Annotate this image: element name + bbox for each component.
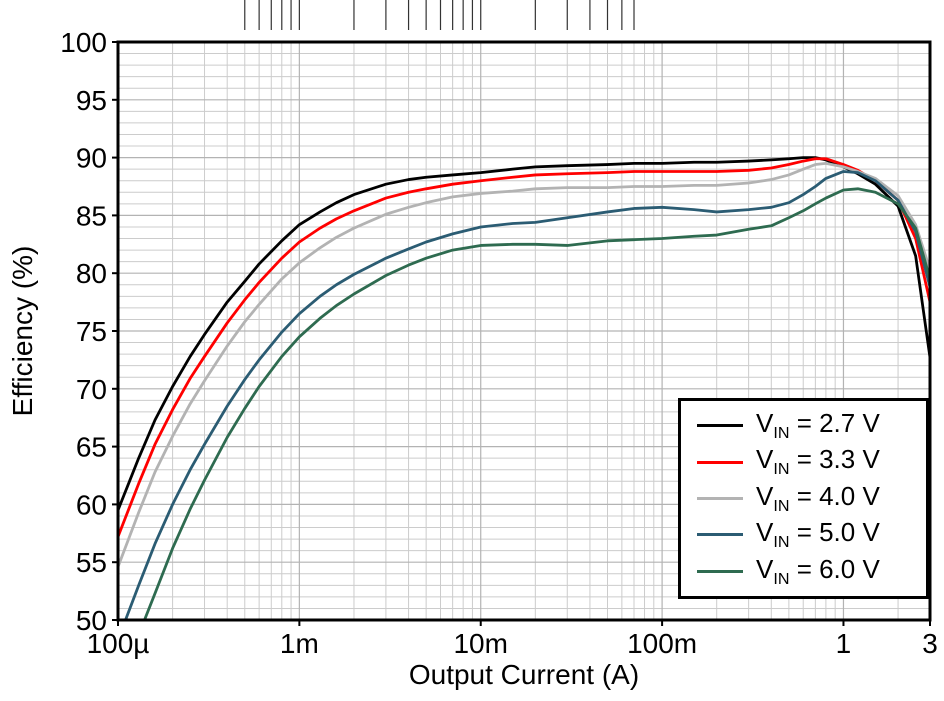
y-tick-label: 75: [76, 316, 107, 347]
series-line-5.0: [124, 170, 930, 620]
x-tick-label: 1m: [280, 628, 319, 659]
legend-item: VIN = 3.3 V: [697, 444, 920, 479]
y-tick-label: 100: [60, 27, 107, 58]
axis-ticks: [112, 41, 931, 626]
legend-item: VIN = 2.7 V: [697, 410, 920, 441]
legend-label: VIN = 2.7 V: [756, 408, 880, 443]
y-tick-label: 70: [76, 374, 107, 405]
y-tick-label: 65: [76, 432, 107, 463]
legend-line-swatch: [697, 496, 743, 500]
x-tick-label: 100µ: [87, 628, 150, 659]
y-tick-labels: 50 55 60 65 70 75 80 85 90 95 100: [60, 27, 107, 636]
y-tick-label: 55: [76, 547, 107, 578]
legend-label: VIN = 4.0 V: [756, 480, 880, 515]
series-line-3.3: [118, 157, 930, 539]
legend-label: VIN = 6.0 V: [756, 553, 880, 588]
x-tick-label: 10m: [453, 628, 507, 659]
x-axis-title: Output Current (A): [409, 659, 639, 690]
series-curves: [118, 156, 930, 620]
x-tick-label: 1: [836, 628, 852, 659]
x-tick-labels: 100µ 1m 10m 100m 1 3: [87, 628, 938, 659]
chart-legend: VIN = 2.7 V VIN = 3.3 V VIN = 4.0 V VIN …: [678, 398, 929, 599]
y-tick-label: 85: [76, 200, 107, 231]
legend-line-swatch: [697, 460, 743, 464]
legend-item: VIN = 6.0 V: [697, 556, 920, 587]
series-line-4.0: [118, 161, 930, 569]
y-tick-label: 50: [76, 605, 107, 636]
x-tick-label: 3: [922, 628, 938, 659]
legend-line-swatch: [697, 424, 743, 428]
y-tick-label: 60: [76, 489, 107, 520]
legend-line-swatch: [697, 569, 743, 573]
legend-item: VIN = 5.0 V: [697, 519, 920, 550]
y-tick-label: 95: [76, 85, 107, 116]
legend-line-swatch: [697, 533, 743, 537]
x-tick-label: 100m: [627, 628, 697, 659]
legend-item: VIN = 4.0 V: [697, 483, 920, 514]
y-tick-label: 90: [76, 143, 107, 174]
legend-label: VIN = 5.0 V: [756, 517, 880, 552]
cropped-grid-artifact: [244, 0, 635, 30]
y-tick-label: 80: [76, 258, 107, 289]
legend-label: VIN = 3.3 V: [756, 444, 880, 479]
series-line-6.0: [143, 187, 930, 620]
y-axis-title: Efficiency (%): [7, 246, 38, 417]
